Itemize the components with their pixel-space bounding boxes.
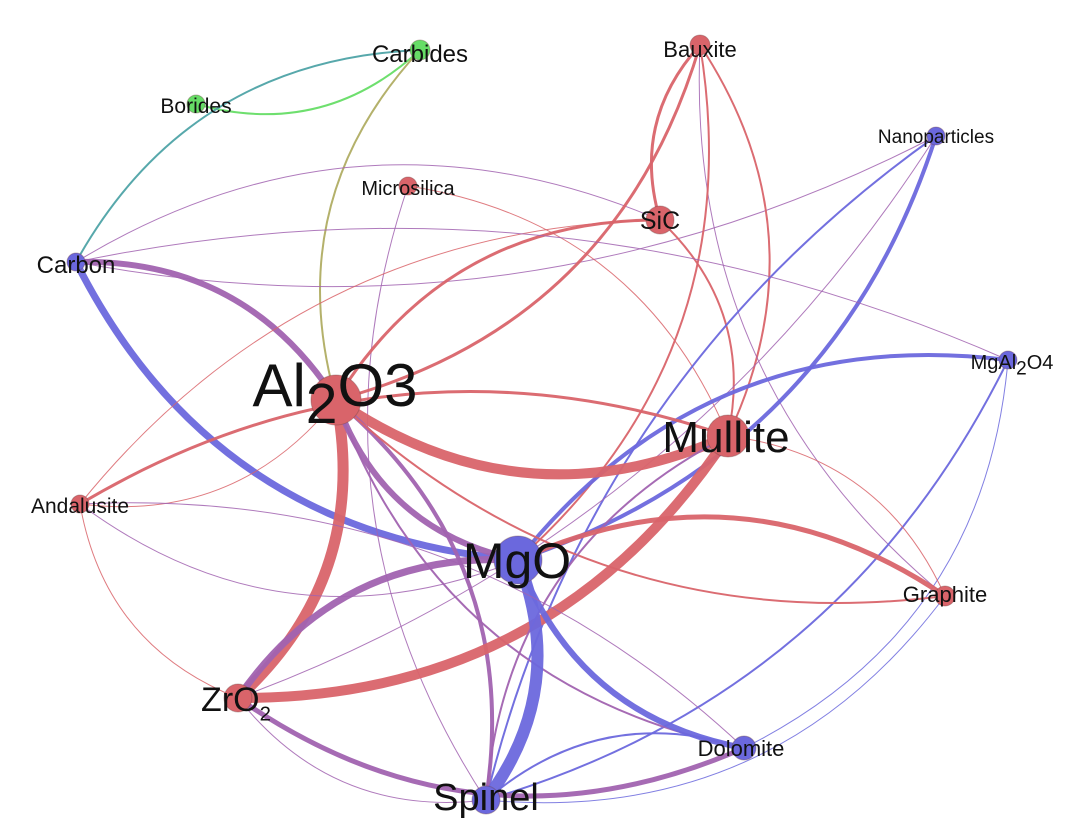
edge-MgO-ZrO2 <box>234 555 522 702</box>
edge-Al2O3-Spinel <box>334 398 495 802</box>
label-Carbides: Carbides <box>372 41 468 68</box>
edge-Graphite-Spinel <box>485 595 946 804</box>
edge-Nanoparticles-Spinel <box>485 135 937 801</box>
label-Spinel: Spinel <box>433 777 539 819</box>
edge-Bauxite-Mullite <box>699 44 771 437</box>
node-Al2O3[interactable] <box>310 374 362 426</box>
edge-MgO-Andalusite <box>79 503 519 598</box>
node-MgAl2O4[interactable] <box>998 350 1018 370</box>
node-Borides[interactable] <box>186 94 206 114</box>
node-SiC[interactable] <box>645 205 675 235</box>
edge-Carbon-Nanoparticles <box>75 135 937 288</box>
edge-MgAl2O4-Carbon <box>75 227 1009 361</box>
edge-Mullite-Graphite <box>727 435 946 597</box>
node-Graphite[interactable] <box>934 585 956 607</box>
node-MgO[interactable] <box>493 535 543 585</box>
edge-Mullite-Spinel <box>485 435 729 801</box>
edge-MgAl2O4-Dolomite <box>743 359 1009 749</box>
label-Carbon: Carbon <box>37 252 116 279</box>
edge-Carbon-SiC <box>75 164 661 263</box>
edge-ZrO2-Andalusite <box>79 503 239 699</box>
label-Borides: Borides <box>160 95 231 118</box>
label-MgO: MgO <box>463 533 571 589</box>
node-Carbon[interactable] <box>66 252 86 272</box>
node-Dolomite[interactable] <box>731 735 757 761</box>
node-Microsilica[interactable] <box>398 176 418 196</box>
edge-Mullite-ZrO2 <box>233 431 733 704</box>
edge-SiC-Andalusite <box>79 219 661 505</box>
label-Microsilica: Microsilica <box>361 178 455 200</box>
edge-Andalusite-Dolomite <box>79 502 745 749</box>
node-ZrO2[interactable] <box>223 683 253 713</box>
label-Mullite: Mullite <box>662 413 789 462</box>
edge-Carbon-Al2O3 <box>73 258 339 403</box>
node-Carbides[interactable] <box>409 39 431 61</box>
node-Bauxite[interactable] <box>689 34 711 56</box>
label-Graphite: Graphite <box>903 582 987 607</box>
edge-Mullite-Andalusite <box>78 390 730 506</box>
node-Spinel[interactable] <box>471 785 501 815</box>
label-Bauxite: Bauxite <box>663 37 736 62</box>
label-Nanoparticles: Nanoparticles <box>878 127 994 148</box>
node-Nanoparticles[interactable] <box>926 126 946 146</box>
edge-Microsilica-Mullite <box>407 185 729 437</box>
edge-Carbides-Al2O3 <box>319 49 421 401</box>
edge-Al2O3-ZrO2 <box>232 394 349 704</box>
label-Al2O3: Al2O3 <box>252 352 417 436</box>
edge-Nanoparticles-ZrO2 <box>237 135 937 699</box>
label-layer: Carbides Bauxite Borides Nanoparticles Micro… <box>31 37 1053 819</box>
edge-ZrO2-Spinel <box>237 697 487 803</box>
edge-Carbon-MgO <box>72 258 522 564</box>
edge-MgO-Graphite <box>515 514 948 599</box>
edge-MgAl2O4-Spinel <box>485 359 1009 801</box>
edge-Al2O3-Dolomite <box>335 399 745 749</box>
edge-Bauxite-MgO <box>517 44 710 561</box>
label-Dolomite: Dolomite <box>698 736 785 761</box>
node-layer <box>66 34 1018 815</box>
edge-Bauxite-SiC <box>650 43 702 222</box>
edge-Borides-Carbides <box>195 49 421 116</box>
edge-Bauxite-Al2O3 <box>334 43 702 402</box>
label-MgAl2O4: MgAl2O4 <box>971 352 1054 380</box>
edge-SiC-Mullite <box>659 219 735 437</box>
edge-MgO-Spinel <box>480 554 544 806</box>
label-ZrO2: ZrO2 <box>201 681 271 726</box>
edge-MgAl2O4-MgO <box>516 353 1010 562</box>
edge-Carbon-Carbides <box>75 49 421 263</box>
edge-Al2O3-Mullite <box>331 395 733 480</box>
edge-Bauxite-Graphite <box>698 44 946 597</box>
edge-layer <box>72 43 1010 806</box>
label-Andalusite: Andalusite <box>31 495 129 518</box>
node-Mullite[interactable] <box>706 414 750 458</box>
edge-Al2O3-Andalusite <box>79 399 337 508</box>
node-Andalusite[interactable] <box>70 494 90 514</box>
edge-Dolomite-Spinel <box>485 732 745 801</box>
edge-Microsilica-Spinel <box>367 185 487 801</box>
label-SiC: SiC <box>640 207 680 235</box>
